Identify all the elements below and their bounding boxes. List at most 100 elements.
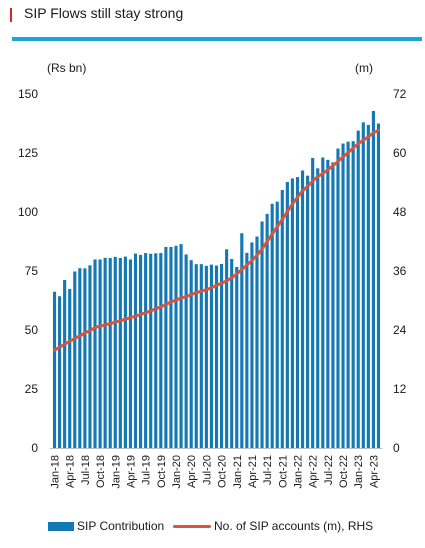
bar xyxy=(306,175,310,448)
bar xyxy=(184,254,188,448)
bar xyxy=(351,141,355,448)
bar xyxy=(356,130,360,448)
bar xyxy=(83,268,87,448)
legend-label-bars: SIP Contribution xyxy=(77,519,165,533)
bar xyxy=(159,253,163,448)
bar xyxy=(336,148,340,448)
bar xyxy=(321,157,325,449)
x-tick-label: Jul-21 xyxy=(262,455,274,485)
bar xyxy=(346,141,350,449)
right-tick-label: 36 xyxy=(393,264,407,278)
chart-title: SIP Flows still stay strong xyxy=(24,5,184,21)
x-tick-label: Apr-19 xyxy=(125,455,137,488)
bar xyxy=(108,258,112,448)
bar xyxy=(194,264,198,448)
bar xyxy=(73,271,77,448)
bar xyxy=(123,256,127,448)
x-tick-label: Apr-22 xyxy=(308,455,320,488)
right-tick-label: 72 xyxy=(393,87,407,101)
bar xyxy=(245,252,249,448)
bar xyxy=(204,265,208,448)
bar xyxy=(144,253,148,448)
right-tick-label: 12 xyxy=(393,382,407,396)
right-axis-label: (m) xyxy=(355,61,373,75)
x-tick-label: Jul-19 xyxy=(141,455,153,485)
bar xyxy=(265,213,269,448)
bar xyxy=(219,263,224,448)
x-tick-label: Oct-22 xyxy=(338,455,350,488)
bar xyxy=(341,143,345,448)
x-tick-label: Oct-21 xyxy=(277,455,289,488)
x-tick-label: Apr-21 xyxy=(247,455,259,488)
left-axis-ticks: 0 25 50 75 100 125 150 xyxy=(18,87,38,455)
bar xyxy=(149,253,153,448)
x-tick-label: Jul-20 xyxy=(201,455,213,485)
left-tick-label: 0 xyxy=(31,441,38,455)
bar xyxy=(209,264,214,448)
legend-swatch-bars xyxy=(48,521,74,531)
bar xyxy=(103,257,107,448)
x-tick-label: Apr-23 xyxy=(368,455,380,488)
bar xyxy=(179,244,183,448)
bar xyxy=(78,268,82,448)
legend-item-sip-contribution: SIP Contribution xyxy=(48,519,164,533)
bar xyxy=(270,203,274,448)
bar xyxy=(331,162,335,448)
bar xyxy=(88,265,92,448)
bar xyxy=(199,264,203,448)
bar xyxy=(98,259,102,448)
bar xyxy=(230,258,234,448)
bar xyxy=(68,288,72,448)
x-tick-label: Jan-18 xyxy=(50,455,62,489)
x-tick-label: Jan-21 xyxy=(232,455,244,489)
legend-label-line: No. of SIP accounts (m), RHS xyxy=(214,519,374,533)
right-axis-ticks: 0 12 24 36 48 60 72 xyxy=(393,87,407,455)
right-tick-label: 60 xyxy=(393,146,407,160)
x-tick-label: Jan-23 xyxy=(353,455,365,489)
bar xyxy=(58,296,62,448)
bar xyxy=(52,291,57,448)
bar xyxy=(189,260,193,448)
bar xyxy=(133,253,138,448)
bar-series xyxy=(52,110,381,449)
left-tick-label: 150 xyxy=(18,87,38,101)
bar xyxy=(240,233,244,448)
bar xyxy=(260,221,264,448)
legend-item-sip-accounts: No. of SIP accounts (m), RHS xyxy=(173,519,373,533)
x-tick-label: Jul-22 xyxy=(323,455,335,485)
x-tick-label: Apr-18 xyxy=(65,455,77,488)
bar xyxy=(361,122,365,448)
sip-chart: (Rs bn) (m) 0 25 50 75 100 125 150 0 12 24 36 48 60… xyxy=(18,61,407,489)
bar xyxy=(235,266,239,448)
bar xyxy=(214,265,219,448)
x-tick-label: Oct-20 xyxy=(217,455,229,488)
bar xyxy=(118,258,122,448)
left-tick-label: 50 xyxy=(25,323,39,337)
right-tick-label: 48 xyxy=(393,205,407,219)
legend-swatch-line xyxy=(173,524,211,528)
bar xyxy=(63,279,67,448)
left-tick-label: 25 xyxy=(25,382,39,396)
bar xyxy=(139,254,143,448)
bar xyxy=(290,178,294,449)
bar xyxy=(300,170,305,448)
x-tick-label: Oct-18 xyxy=(95,455,107,488)
bar xyxy=(225,249,229,448)
x-tick-label: Oct-19 xyxy=(156,455,168,488)
left-axis-label: (Rs bn) xyxy=(47,61,86,75)
x-tick-label: Jan-22 xyxy=(292,455,304,489)
line-series xyxy=(53,128,380,352)
bar xyxy=(376,123,381,448)
bar xyxy=(113,256,117,448)
bar xyxy=(255,236,259,448)
right-tick-label: 24 xyxy=(393,323,407,337)
bar xyxy=(366,124,370,449)
bar xyxy=(174,245,178,448)
x-axis-ticks: Jan-18 Apr-18 Jul-18 Oct-18 Jan-19 Apr-19 Jul-… xyxy=(50,455,381,489)
title-bar: SIP Flows still stay strong xyxy=(10,2,420,32)
bar xyxy=(169,246,173,448)
x-tick-label: Jul-18 xyxy=(80,455,92,485)
bar xyxy=(280,190,284,449)
right-tick-label: 0 xyxy=(393,441,400,455)
title-rule xyxy=(12,37,422,41)
